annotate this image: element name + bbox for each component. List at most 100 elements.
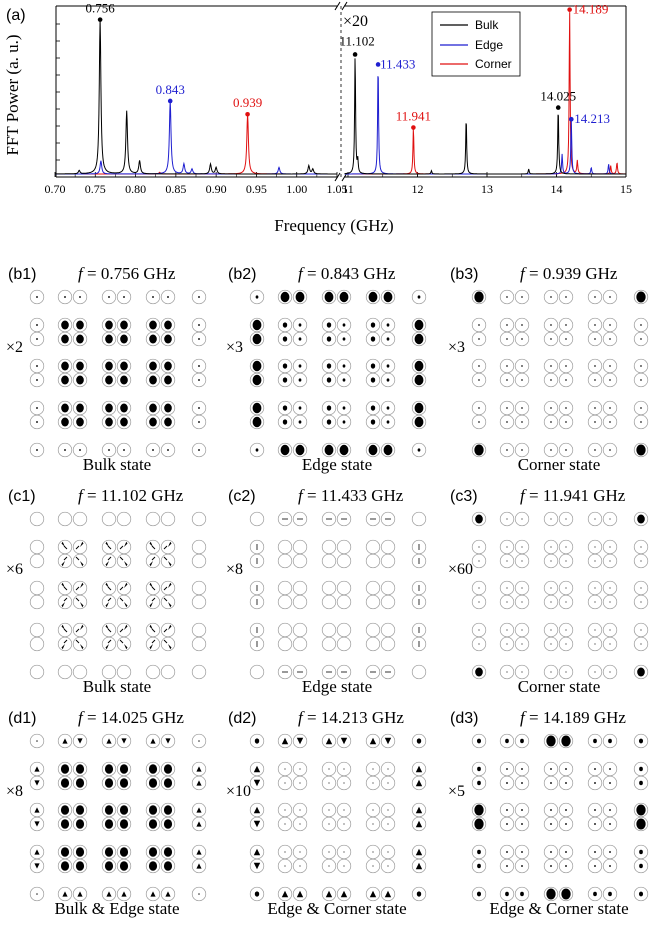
field-dot — [342, 323, 346, 327]
field-dot — [594, 629, 596, 631]
field-dot — [104, 764, 114, 774]
field-triangle — [196, 780, 202, 786]
field-dot — [60, 861, 70, 871]
field-dot — [299, 809, 301, 811]
field-dot — [343, 768, 345, 770]
multiplier-c3: ×60 — [448, 561, 473, 578]
field-lobe — [105, 582, 109, 588]
panel-label-c3: (c3) — [450, 488, 478, 505]
frequency-label-c1: f = 11.102 GHz — [78, 486, 184, 505]
field-dot — [594, 518, 596, 520]
field-lobe — [107, 545, 112, 550]
field-dot — [198, 407, 200, 409]
field-dot — [521, 587, 523, 589]
field-dot — [550, 601, 552, 603]
field-dot — [414, 374, 424, 386]
peak-marker — [569, 116, 574, 122]
field-dot — [370, 322, 376, 328]
field-dot — [326, 336, 332, 342]
y-axis-title: FFT Power (a. u.) — [3, 34, 22, 155]
field-dot — [105, 361, 113, 371]
resonator-cell — [292, 594, 308, 610]
resonator-cell — [277, 553, 293, 569]
field-dot — [198, 449, 200, 451]
field-lobe — [63, 545, 68, 550]
field-lobe — [61, 624, 65, 630]
field-dot — [299, 865, 301, 867]
field-lobe — [75, 628, 80, 633]
field-dot — [478, 546, 480, 548]
resonator-cell — [191, 664, 207, 680]
field-dot — [61, 375, 69, 385]
field-lobe — [119, 639, 124, 644]
resonator-cell — [292, 622, 308, 638]
resonator-cell — [191, 553, 207, 569]
field-dot — [387, 768, 389, 770]
field-dot — [609, 365, 611, 367]
field-dot — [343, 809, 345, 811]
field-lobe — [80, 582, 84, 588]
field-dot — [474, 818, 484, 830]
resonator-cell — [321, 594, 337, 610]
resonator-cell — [29, 622, 45, 638]
field-lobe — [63, 597, 68, 602]
field-triangle — [415, 820, 423, 828]
field-dot — [506, 407, 508, 409]
field-dot — [417, 448, 421, 452]
resonator-cell — [411, 664, 427, 680]
field-dot — [594, 407, 596, 409]
field-dot — [198, 893, 200, 895]
field-dot — [550, 823, 552, 825]
field-dot — [521, 296, 523, 298]
field-dot — [326, 419, 332, 425]
field-triangle — [415, 848, 423, 856]
field-triangle — [34, 766, 40, 772]
field-lobe — [168, 644, 172, 650]
field-dot — [477, 849, 481, 855]
field-dot — [75, 861, 85, 871]
field-dot — [565, 518, 567, 520]
resonator-cell — [321, 622, 337, 638]
field-lobe — [149, 644, 153, 650]
resonator-cell — [292, 580, 308, 596]
field-dot — [328, 823, 330, 825]
field-dot — [608, 891, 612, 897]
field-dot — [477, 863, 481, 869]
f-symbol: f — [78, 708, 85, 727]
field-dot — [594, 768, 596, 770]
resonator-cell — [29, 539, 45, 555]
multiplier-d3: ×5 — [448, 783, 465, 800]
resonator-cell — [72, 511, 88, 527]
field-dot — [609, 379, 611, 381]
field-dot — [280, 444, 290, 456]
field-dot — [343, 851, 345, 853]
resonator-cell — [29, 553, 45, 569]
field-dot — [36, 296, 38, 298]
field-dot — [164, 361, 172, 371]
field-dot — [299, 782, 301, 784]
resonator-cell — [277, 594, 293, 610]
field-dot — [64, 296, 66, 298]
frequency-label-d3: f = 14.189 GHz — [520, 708, 626, 727]
field-dot — [609, 629, 611, 631]
field-dot — [506, 671, 508, 673]
field-dot — [416, 891, 422, 897]
field-dot — [298, 420, 302, 424]
state-label-d2: Edge & Corner state — [267, 899, 406, 918]
field-dot — [565, 365, 567, 367]
resonator-cell — [321, 553, 337, 569]
field-dot — [370, 419, 376, 425]
resonator-cell — [292, 553, 308, 569]
field-dot — [478, 338, 480, 340]
field-dot — [609, 601, 611, 603]
field-dot — [76, 403, 84, 413]
peak-marker — [352, 52, 358, 57]
panel-label-d3: (d3) — [450, 710, 478, 727]
field-dot — [565, 546, 567, 548]
field-dot — [521, 851, 523, 853]
field-dot — [550, 379, 552, 381]
field-dot — [565, 421, 567, 423]
panel-a-label: (a) — [6, 7, 26, 24]
field-lobe — [80, 561, 84, 567]
